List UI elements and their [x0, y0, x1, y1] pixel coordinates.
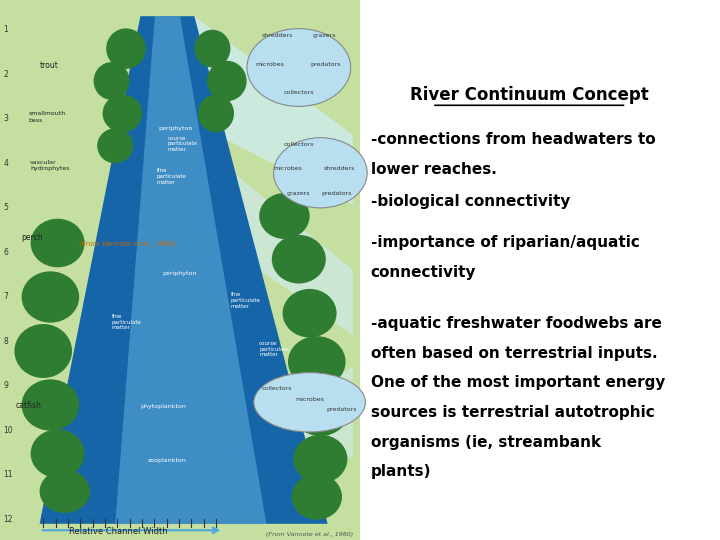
Text: sources is terrestrial autotrophic: sources is terrestrial autotrophic — [371, 405, 654, 420]
Text: perch: perch — [22, 233, 43, 242]
Text: lower reaches.: lower reaches. — [371, 162, 497, 177]
Text: predators: predators — [327, 408, 357, 413]
Ellipse shape — [283, 289, 337, 338]
Text: microbes: microbes — [274, 166, 302, 171]
Ellipse shape — [198, 94, 234, 132]
Ellipse shape — [40, 470, 90, 513]
Text: River Continuum Concept: River Continuum Concept — [410, 85, 649, 104]
Text: 3: 3 — [4, 114, 9, 123]
Text: organisms (ie, streambank: organisms (ie, streambank — [371, 435, 601, 450]
Text: 4: 4 — [4, 159, 9, 168]
Ellipse shape — [207, 60, 246, 102]
Text: 8: 8 — [4, 337, 9, 346]
Text: 11: 11 — [4, 470, 13, 480]
Ellipse shape — [253, 373, 366, 432]
Text: microbes: microbes — [256, 62, 284, 67]
Ellipse shape — [288, 336, 346, 388]
Ellipse shape — [107, 28, 145, 69]
Bar — [0, 0, 360, 540]
Text: trout: trout — [40, 60, 58, 70]
Text: collectors: collectors — [284, 91, 314, 96]
Text: (From Vannote et al., 1980): (From Vannote et al., 1980) — [266, 532, 354, 537]
Text: catfish: catfish — [16, 401, 42, 410]
Text: 9: 9 — [4, 381, 9, 390]
Text: zooplankton: zooplankton — [148, 458, 186, 463]
Text: One of the most important energy: One of the most important energy — [371, 375, 665, 390]
Text: 6: 6 — [4, 248, 9, 257]
Text: -connections from headwaters to: -connections from headwaters to — [371, 132, 655, 147]
Ellipse shape — [30, 429, 85, 478]
Text: 2: 2 — [4, 70, 9, 79]
Circle shape — [274, 138, 367, 208]
Ellipse shape — [94, 62, 130, 100]
Text: Relative Channel Width: Relative Channel Width — [70, 526, 168, 536]
Text: 1: 1 — [4, 25, 9, 34]
Text: microbes: microbes — [295, 397, 324, 402]
Ellipse shape — [292, 384, 349, 436]
Ellipse shape — [103, 94, 143, 132]
Polygon shape — [166, 16, 353, 205]
Text: 5: 5 — [4, 203, 9, 212]
Text: fine
particulate
matter: fine particulate matter — [157, 168, 186, 185]
Polygon shape — [115, 16, 266, 524]
Text: grazers: grazers — [312, 33, 336, 38]
Bar — [0, 0, 360, 540]
Text: plants): plants) — [371, 464, 431, 480]
Text: -biological connectivity: -biological connectivity — [371, 194, 570, 210]
Text: shredders: shredders — [261, 33, 293, 38]
Text: connectivity: connectivity — [371, 265, 477, 280]
Text: often based on terrestrial inputs.: often based on terrestrial inputs. — [371, 346, 657, 361]
Ellipse shape — [259, 193, 310, 239]
Circle shape — [247, 29, 351, 106]
Ellipse shape — [22, 271, 79, 322]
Text: smallmouth
bass: smallmouth bass — [29, 111, 66, 123]
Polygon shape — [40, 16, 328, 524]
Text: fine
particulate
matter: fine particulate matter — [112, 314, 141, 330]
Polygon shape — [176, 367, 353, 459]
Polygon shape — [166, 135, 353, 335]
Text: 12: 12 — [4, 515, 13, 524]
Ellipse shape — [22, 379, 79, 431]
Text: -importance of riparian/aquatic: -importance of riparian/aquatic — [371, 235, 639, 250]
Text: collectors: collectors — [262, 386, 292, 391]
Bar — [360, 0, 720, 540]
Ellipse shape — [294, 435, 347, 483]
Text: 10: 10 — [4, 426, 13, 435]
Ellipse shape — [194, 30, 230, 68]
Text: periphyton: periphyton — [158, 126, 193, 131]
Text: shredders: shredders — [324, 166, 356, 171]
Ellipse shape — [272, 235, 325, 284]
Text: collectors: collectors — [284, 142, 314, 147]
Text: course
particulate
matter: course particulate matter — [168, 136, 197, 152]
Text: 7: 7 — [4, 292, 9, 301]
Ellipse shape — [292, 474, 342, 519]
Text: vascular
hydrophytes: vascular hydrophytes — [30, 160, 70, 171]
Text: phytoplankton: phytoplankton — [140, 404, 186, 409]
Text: Stream Size (order): Stream Size (order) — [0, 229, 1, 311]
Text: predators: predators — [310, 62, 341, 67]
Text: course
particulate
matter: course particulate matter — [259, 341, 289, 357]
Ellipse shape — [14, 324, 72, 378]
Ellipse shape — [97, 128, 133, 163]
Ellipse shape — [30, 219, 85, 267]
Text: predators: predators — [322, 192, 352, 197]
Text: periphyton: periphyton — [162, 272, 197, 276]
Text: -aquatic freshwater foodwebs are: -aquatic freshwater foodwebs are — [371, 316, 662, 331]
Text: grazers: grazers — [287, 192, 310, 197]
Text: (From Vannote et al., 1980): (From Vannote et al., 1980) — [79, 241, 176, 247]
Text: fine
particulate
matter: fine particulate matter — [230, 292, 260, 309]
